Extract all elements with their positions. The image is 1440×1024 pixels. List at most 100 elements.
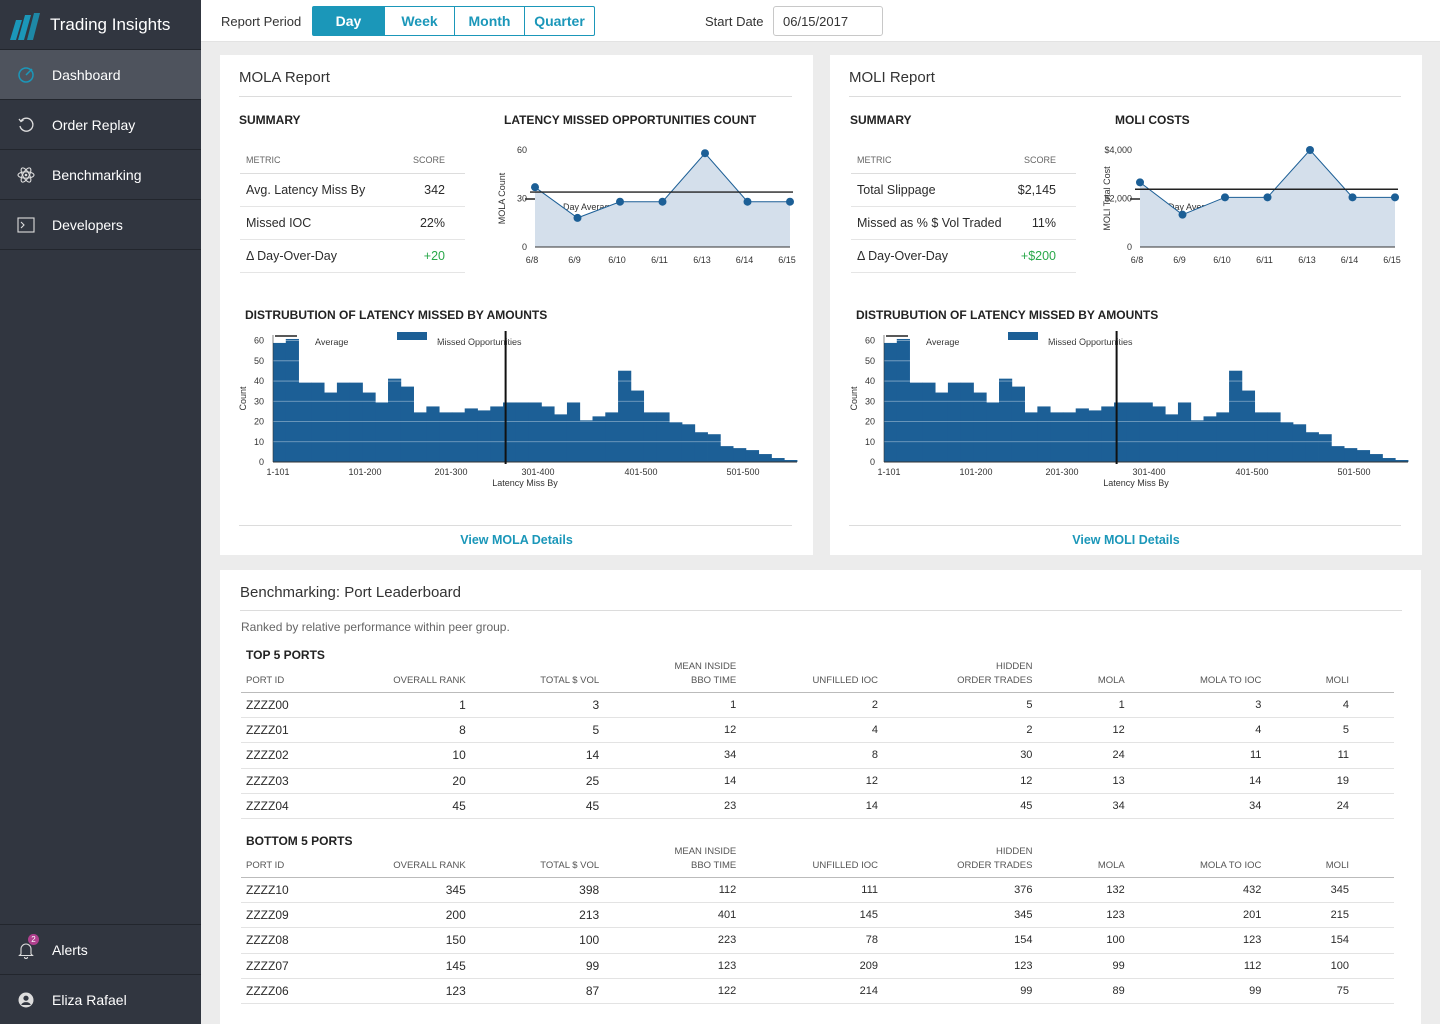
histogram-bar (1254, 412, 1268, 462)
table-cell: 154 (1306, 927, 1394, 954)
col-header: MOLA TO IOC (1169, 656, 1307, 693)
leaderboard-subtitle: Ranked by relative performance within pe… (241, 620, 510, 634)
table-cell: 78 (781, 927, 924, 954)
table-cell: 213 (510, 902, 645, 929)
table-cell: 4 (1169, 717, 1307, 744)
top-toolbar: Report Period Day Week Month Quarter Sta… (201, 0, 1440, 42)
x-tick-label: 101-200 (348, 467, 381, 477)
nav-label: Dashboard (52, 66, 121, 83)
table-cell: 34 (1077, 793, 1170, 820)
nav-item-benchmarking[interactable]: Benchmarking (0, 150, 201, 200)
alerts-badge: 2 (28, 933, 39, 945)
histogram-bar (1165, 414, 1179, 462)
period-day-button[interactable]: Day (312, 6, 385, 36)
y-tick-label: 0 (1127, 242, 1132, 252)
col-header: TOTAL $ VOL (510, 841, 645, 878)
table-cell: 34 (1169, 793, 1307, 820)
legend-series-label: Missed Opportunities (1048, 337, 1133, 347)
histogram-bar (554, 414, 568, 462)
table-cell: 145 (781, 902, 924, 929)
view-moli-details-link[interactable]: View MOLI Details (1072, 533, 1180, 547)
y-tick-label: 40 (865, 376, 875, 386)
table-cell: 432 (1169, 877, 1307, 903)
histogram-bar (528, 402, 542, 462)
user-profile[interactable]: Eliza Rafael (0, 974, 201, 1024)
legend-average-label: 30-Day Average (1155, 202, 1219, 212)
table-cell: 3 (510, 692, 645, 718)
histogram-bar (733, 448, 747, 462)
bell-icon: 2 (16, 933, 39, 960)
histogram-bar (1101, 406, 1115, 462)
table-row: ZZZZ09 200 213 401 145 345 123 201 215 (241, 902, 1394, 929)
table-cell: 99 (1077, 953, 1170, 980)
period-quarter-button[interactable]: Quarter (525, 6, 595, 36)
histogram-bar (298, 382, 312, 462)
metric-cell: Missed as % $ Vol Traded (851, 206, 1011, 240)
table-row: ZZZZ07 145 99 123 209 123 99 112 100 (241, 953, 1394, 980)
table-cell: 14 (510, 742, 645, 769)
histogram-bar (1203, 416, 1217, 462)
nav-label: Benchmarking (52, 166, 142, 183)
table-cell: 100 (510, 927, 645, 954)
histogram-bar (1126, 402, 1141, 462)
table-row: ZZZZ02 10 14 34 8 30 24 11 11 (241, 742, 1394, 769)
table-cell: 24 (1077, 742, 1170, 769)
card-title: MOLA Report (239, 69, 330, 86)
start-date-input[interactable] (773, 6, 883, 36)
period-month-button[interactable]: Month (455, 6, 525, 36)
data-point (531, 183, 539, 192)
table-cell: 75 (1306, 978, 1394, 1005)
table-cell: ZZZZ10 (241, 877, 360, 903)
x-tick-label: 1-101 (877, 467, 900, 477)
legend-series-label: Missed Opportunities (437, 337, 522, 347)
histogram-bar (375, 402, 389, 462)
period-week-button[interactable]: Week (385, 6, 455, 36)
y-tick-label: 20 (865, 417, 875, 427)
x-tick-label: 6/11 (651, 255, 668, 265)
app-logo[interactable]: Trading Insights (0, 0, 201, 50)
nav-item-dashboard[interactable]: Dashboard (0, 50, 201, 100)
histogram-bar (922, 382, 936, 462)
y-tick-label: 10 (254, 437, 264, 447)
y-axis-label: MOLI Total Cost (1102, 166, 1112, 231)
x-tick-label: 1-101 (266, 467, 289, 477)
histogram-bar (400, 386, 414, 462)
table-cell: 123 (1077, 902, 1170, 929)
nav-item-alerts[interactable]: 2 Alerts (0, 924, 201, 974)
summary-title: SUMMARY (850, 113, 912, 127)
x-tick-label: 101-200 (959, 467, 992, 477)
histogram-bar (909, 382, 923, 462)
table-cell: 145 (359, 953, 511, 980)
table-cell: 100 (1077, 927, 1170, 954)
terminal-icon (16, 215, 36, 235)
table-cell: 12 (923, 768, 1078, 795)
table-cell: 10 (359, 742, 511, 769)
col-header: HIDDEN ORDER TRADES (923, 656, 1078, 693)
histogram-bar (758, 454, 772, 462)
leaderboard-title: Benchmarking: Port Leaderboard (240, 584, 461, 601)
histogram-bar (1216, 412, 1230, 462)
histogram-bar (515, 402, 530, 462)
table-cell: 20 (359, 768, 511, 795)
x-tick-label: 301-400 (521, 467, 554, 477)
col-header: MOLI (1306, 656, 1394, 693)
nav-item-developers[interactable]: Developers (0, 200, 201, 250)
table-cell: 1 (1077, 692, 1170, 718)
histogram-bar (896, 338, 910, 462)
start-date-label: Start Date (705, 14, 764, 29)
line-chart-title: LATENCY MISSED OPPORTUNITIES COUNT (504, 113, 757, 127)
table-cell: 34 (644, 742, 782, 769)
table-cell: 4 (1306, 692, 1394, 718)
col-header: SCORE (1010, 147, 1076, 174)
table-cell: ZZZZ02 (241, 742, 360, 769)
score-cell: $2,145 (1010, 173, 1076, 207)
histogram-bar (1344, 448, 1358, 462)
table-cell: 123 (1169, 927, 1307, 954)
view-mola-details-link[interactable]: View MOLA Details (460, 533, 573, 547)
table-cell: 8 (359, 717, 511, 744)
table-row: Δ Day-Over-Day +$200 (851, 239, 1076, 273)
table-cell: 99 (923, 978, 1078, 1005)
table-cell: 12 (1077, 717, 1170, 744)
table-cell: ZZZZ09 (241, 902, 360, 929)
nav-item-order-replay[interactable]: Order Replay (0, 100, 201, 150)
